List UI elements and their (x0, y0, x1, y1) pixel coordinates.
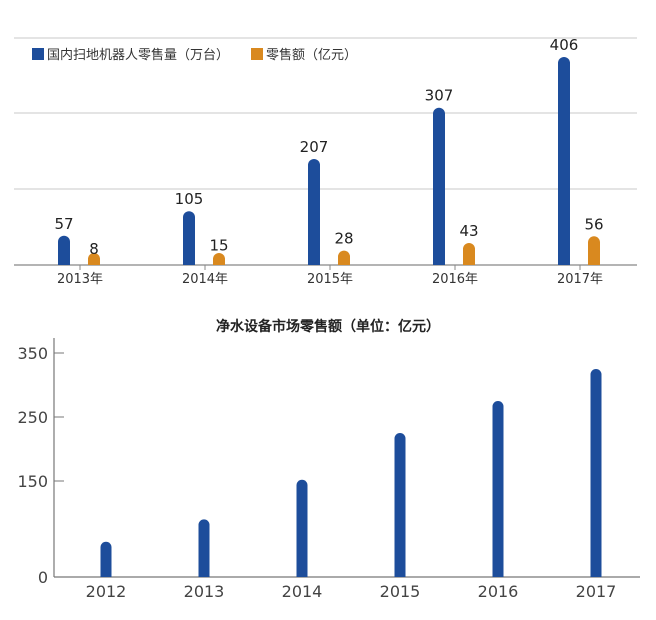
y-tick-label-1: 150 (17, 472, 48, 491)
data-label-volume-2: 207 (300, 138, 329, 156)
robot-vacuum-chart: 2013年 57 8 2014年 105 15 2015年 207 28 2016年 307 43 20… (14, 36, 637, 287)
y-tick-label-2: 250 (17, 408, 48, 427)
x-tick-label-4: 2017年 (557, 272, 603, 287)
bar-revenue-3 (463, 242, 475, 265)
chart1-legend: 国内扫地机器人零售量（万台） 零售额（亿元） (32, 44, 379, 63)
legend-item-volume: 国内扫地机器人零售量（万台） (32, 44, 229, 63)
data-label-revenue-0: 8 (89, 240, 99, 258)
water-purifier-chart: 0 150 250 350 2012 2013 2014 2015 2016 2017 (17, 338, 640, 601)
bar-purifier-5 (590, 369, 602, 577)
legend-swatch-volume (32, 47, 44, 60)
legend-label-volume: 国内扫地机器人零售量（万台） (47, 48, 230, 63)
x-tick-label-2-3: 2015 (380, 582, 421, 601)
bar-volume-4 (558, 57, 570, 265)
bar-purifier-0 (100, 541, 112, 577)
bar-purifier-3 (394, 433, 406, 577)
bar-purifier-4 (492, 401, 504, 577)
x-tick-label-2-4: 2016 (478, 582, 519, 601)
x-tick-label-0: 2013年 (57, 272, 103, 287)
bar-purifier-2 (296, 479, 308, 577)
data-label-revenue-3: 43 (459, 222, 478, 240)
data-label-volume-1: 105 (175, 190, 204, 208)
bar-revenue-2 (338, 250, 350, 265)
bar-revenue-1 (213, 253, 225, 265)
data-label-volume-0: 57 (54, 215, 73, 233)
bar-purifier-1 (198, 519, 210, 577)
legend-swatch-revenue (251, 47, 264, 60)
data-label-revenue-4: 56 (584, 215, 603, 233)
chart2-title: 净水设备市场零售额（单位：亿元） (216, 319, 440, 335)
data-label-revenue-2: 28 (334, 230, 353, 248)
x-tick-label-3: 2016年 (432, 272, 478, 287)
y-tick-label-3: 350 (17, 344, 48, 363)
x-tick-label-1: 2014年 (182, 272, 228, 287)
bar-volume-3 (433, 107, 445, 265)
bar-volume-2 (308, 158, 320, 265)
legend-item-revenue: 零售额（亿元） (251, 44, 357, 63)
x-tick-label-2: 2015年 (307, 272, 353, 287)
data-label-revenue-1: 15 (209, 236, 228, 254)
y-tick-label-0: 0 (38, 568, 48, 587)
bar-volume-1 (183, 211, 195, 265)
bar-revenue-0 (88, 253, 100, 265)
data-label-volume-3: 307 (425, 87, 454, 105)
x-tick-label-2-5: 2017 (576, 582, 617, 601)
x-tick-label-2-1: 2013 (184, 582, 225, 601)
bar-volume-0 (58, 235, 70, 265)
x-tick-label-2-0: 2012 (86, 582, 127, 601)
x-tick-label-2-2: 2014 (282, 582, 323, 601)
legend-label-revenue: 零售额（亿元） (266, 48, 358, 63)
bar-revenue-4 (588, 236, 600, 265)
data-label-volume-4: 406 (550, 36, 579, 54)
